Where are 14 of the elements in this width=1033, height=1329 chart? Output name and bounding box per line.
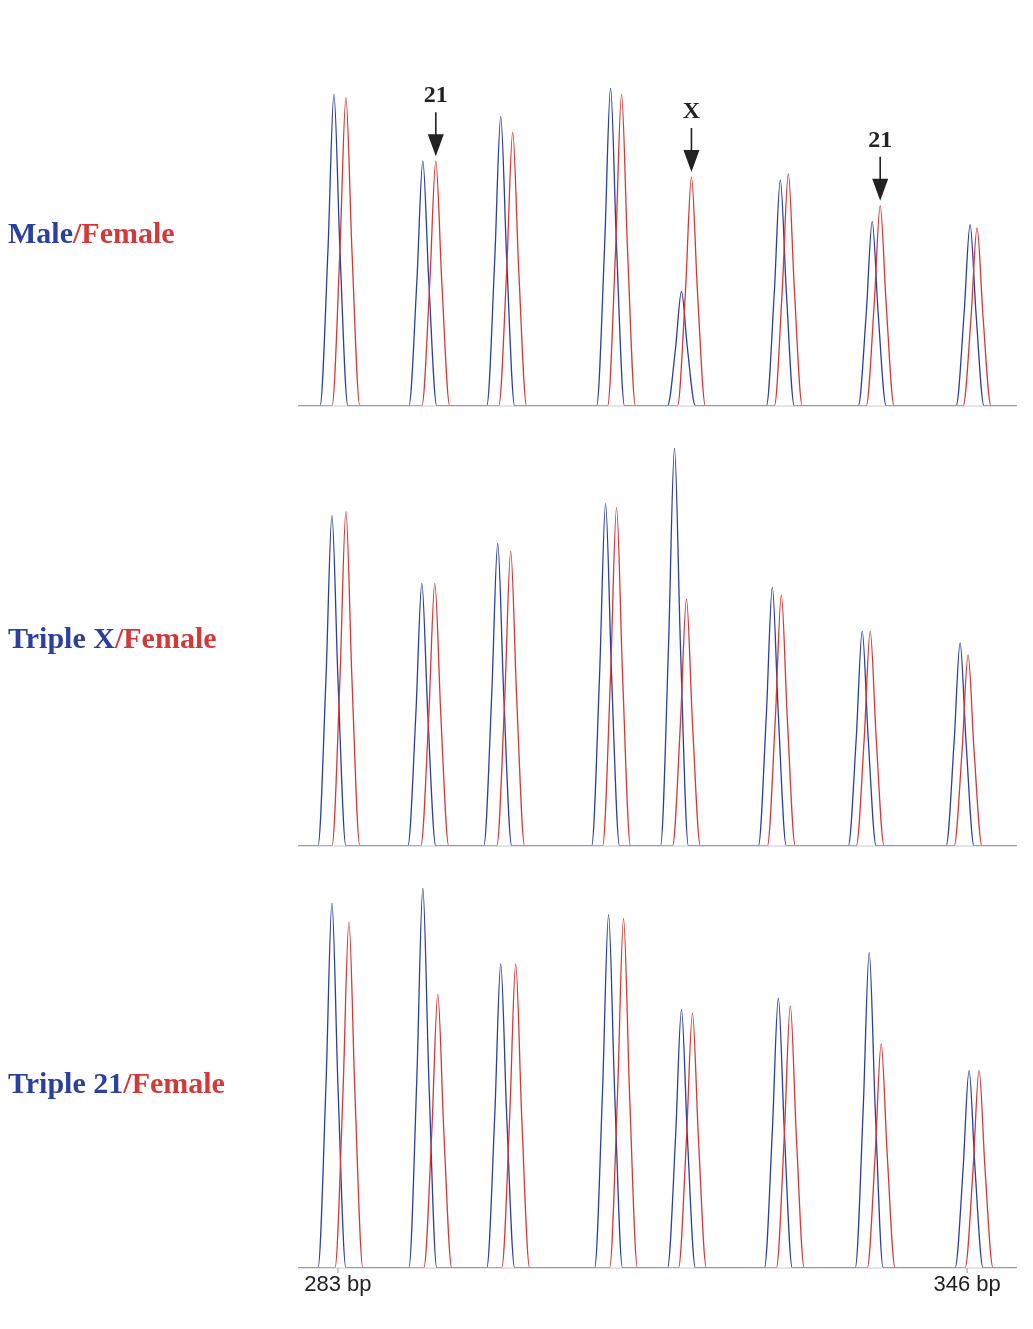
- text: Female: [81, 216, 175, 249]
- text: /: [123, 1066, 132, 1099]
- text: /: [114, 621, 124, 654]
- text: Male: [8, 216, 73, 249]
- annotation: 21: [868, 125, 893, 152]
- annotation: 21: [423, 81, 448, 108]
- text: Triple X: [8, 621, 115, 654]
- x-tick-label: 346 bp: [933, 1270, 1001, 1296]
- text: /: [72, 216, 82, 249]
- x-tick-label: 283 bp: [304, 1270, 372, 1296]
- annotation: X: [682, 97, 701, 124]
- text: Triple 21: [8, 1066, 124, 1099]
- text: Female: [123, 621, 217, 654]
- text: Female: [131, 1066, 225, 1099]
